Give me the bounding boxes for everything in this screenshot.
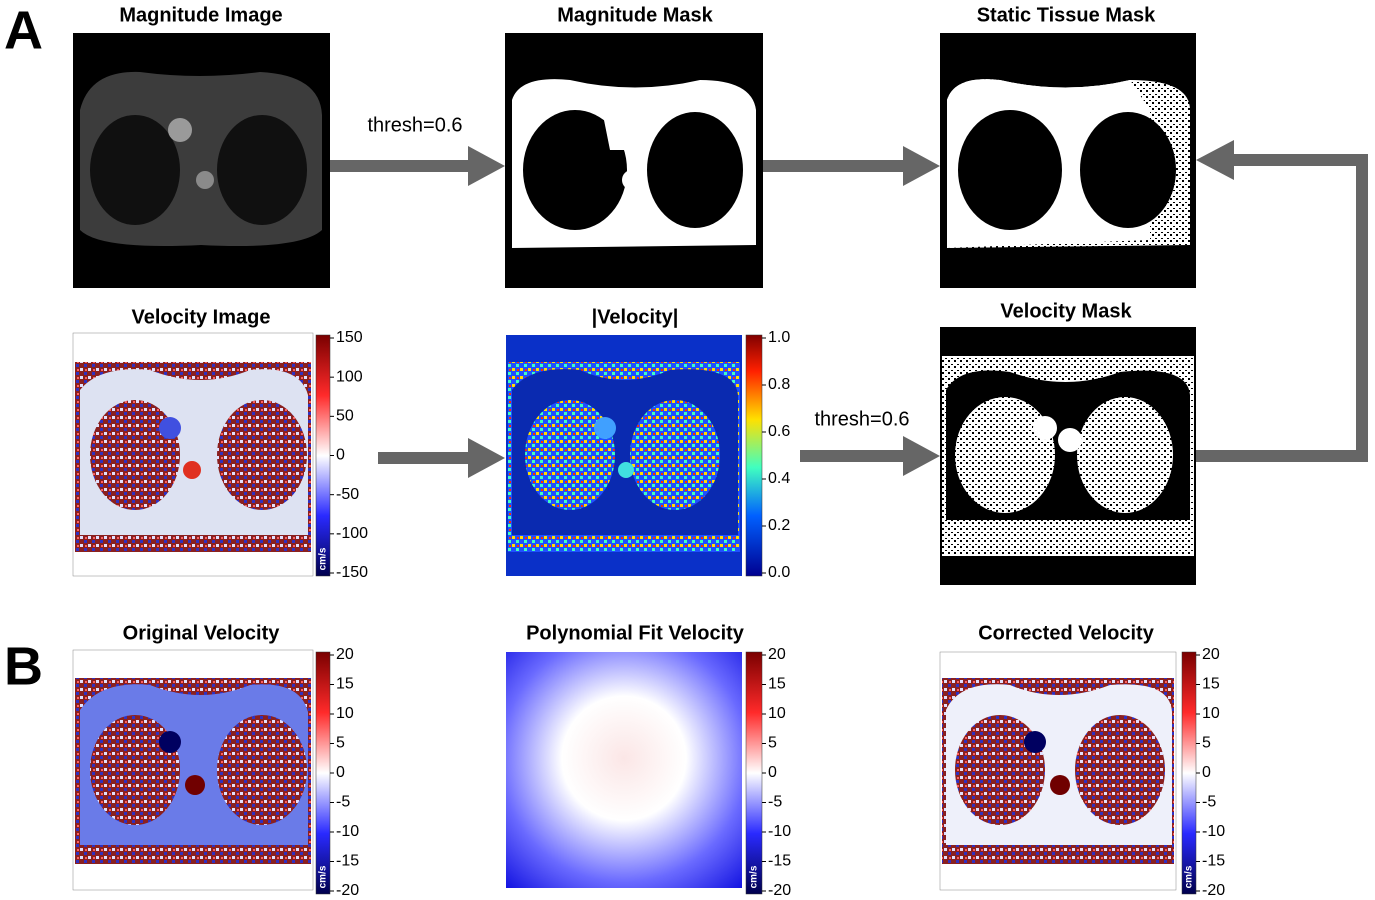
colorbar-tick-label: 20 — [1202, 646, 1220, 663]
panel-title: Static Tissue Mask — [977, 4, 1156, 26]
colorbar — [745, 651, 763, 895]
colorbar-tick-label: 10 — [768, 705, 786, 722]
velocity-magnitude-image — [506, 335, 742, 576]
colorbar-tick-label: -5 — [768, 794, 782, 811]
colorbar-tick-label: 0 — [336, 447, 345, 464]
colorbar-tick-label: -150 — [336, 564, 368, 581]
colorbar-tick-label: 0 — [1202, 764, 1211, 781]
colorbar-tick-label: 10 — [336, 705, 354, 722]
colorbar-tick-label: -20 — [1202, 882, 1225, 899]
arrows — [330, 140, 1368, 478]
panel-title: Magnitude Mask — [557, 4, 713, 26]
colorbar-tick-label: 1.0 — [768, 329, 790, 346]
colorbar-tick-label: -5 — [336, 794, 350, 811]
colorbar-tick-label: 15 — [336, 676, 354, 693]
colorbar — [315, 334, 331, 577]
colorbar-tick-label: -50 — [336, 486, 359, 503]
colorbar-tick-label: -10 — [768, 823, 791, 840]
colorbar-tick-label: 15 — [1202, 676, 1220, 693]
panel-title: Velocity Image — [132, 306, 271, 328]
colorbar-tick-label: 0.0 — [768, 564, 790, 581]
panel-title: Velocity Mask — [1000, 300, 1132, 322]
colorbar-tick-label: 0 — [336, 764, 345, 781]
arrow-label: thresh=0.6 — [814, 408, 909, 430]
colorbar-tick-label: -15 — [1202, 853, 1225, 870]
colorbar-tick-label: 150 — [336, 329, 363, 346]
panel-label: A — [4, 0, 43, 60]
corrected-velocity-image — [939, 651, 1177, 891]
velocity-mask — [940, 327, 1196, 585]
panel-label: B — [4, 636, 43, 696]
panel-title: Polynomial Fit Velocity — [526, 622, 745, 644]
colorbar-unit: cm/s — [749, 865, 760, 888]
colorbar-unit: cm/s — [1184, 865, 1195, 888]
colorbar-tick-label: -100 — [336, 525, 368, 542]
colorbar-tick-label: -10 — [1202, 823, 1225, 840]
colorbar-tick-label: 0.8 — [768, 376, 790, 393]
original-velocity-image — [72, 649, 314, 891]
colorbar-tick-label: 20 — [336, 646, 354, 663]
colorbar — [315, 651, 331, 895]
colorbar-tick-label: -15 — [336, 853, 359, 870]
colorbar-tick-label: 50 — [336, 408, 354, 425]
colorbar-tick-label: -15 — [768, 853, 791, 870]
colorbar-tick-label: 5 — [336, 735, 345, 752]
colorbar-tick-label: 5 — [768, 735, 777, 752]
colorbar-tick-label: 0.4 — [768, 470, 790, 487]
magnitude-mask — [505, 33, 763, 288]
colorbar-tick-label: 20 — [768, 646, 786, 663]
panel-title: |Velocity| — [592, 306, 679, 328]
colorbar-tick-label: 100 — [336, 368, 363, 385]
colorbar-tick-label: 0.6 — [768, 423, 790, 440]
colorbar-tick-label: 10 — [1202, 705, 1220, 722]
colorbar-tick-label: -5 — [1202, 794, 1216, 811]
colorbar-unit: cm/s — [318, 865, 329, 888]
velocity-image — [72, 332, 314, 577]
colorbar-tick-label: 0 — [768, 764, 777, 781]
colorbar-tick-label: -20 — [336, 882, 359, 899]
static-tissue-mask — [940, 33, 1196, 288]
panel-title: Original Velocity — [123, 622, 281, 644]
colorbar — [745, 334, 763, 577]
colorbar-tick-label: -10 — [336, 823, 359, 840]
colorbar-tick-label: -20 — [768, 882, 791, 899]
arrow-label: thresh=0.6 — [367, 114, 462, 136]
colorbar-unit: cm/s — [318, 547, 329, 570]
colorbar-tick-label: 5 — [1202, 735, 1211, 752]
panel-title: Magnitude Image — [119, 4, 282, 26]
magnitude-image — [73, 33, 330, 288]
polynomial-fit-image — [506, 652, 742, 888]
panel-title: Corrected Velocity — [978, 622, 1155, 644]
colorbar-tick-label: 0.2 — [768, 517, 790, 534]
colorbar — [1181, 651, 1197, 895]
colorbar-tick-label: 15 — [768, 676, 786, 693]
